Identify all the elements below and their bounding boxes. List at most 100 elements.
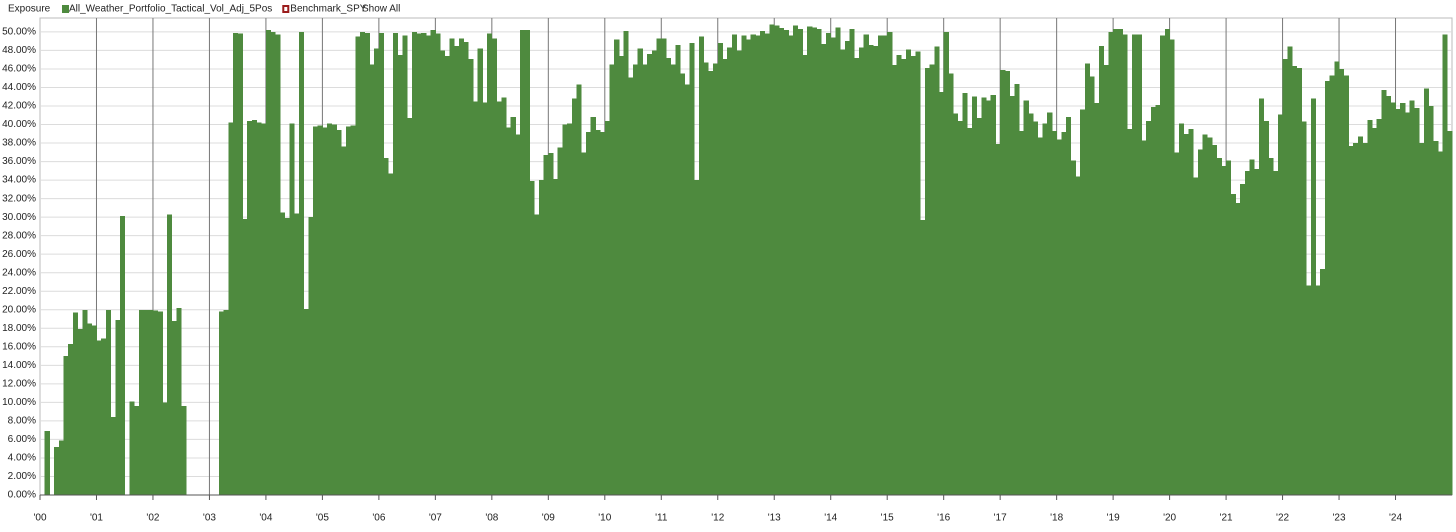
bar <box>962 93 968 495</box>
bar <box>915 51 921 495</box>
bar <box>1042 123 1048 495</box>
bar <box>1404 112 1411 495</box>
bar <box>110 417 116 495</box>
x-tick-label: '02 <box>146 513 159 524</box>
chart-header: Exposure <box>8 4 51 15</box>
bar <box>1296 68 1302 495</box>
bar <box>440 50 446 495</box>
bar <box>1188 129 1194 495</box>
bar <box>44 431 50 495</box>
bar <box>538 180 545 495</box>
y-tick-label: 2.00% <box>8 471 36 482</box>
bar <box>1273 170 1279 495</box>
bar <box>858 47 865 496</box>
bar <box>1282 58 1288 496</box>
bar <box>1108 31 1114 496</box>
bar <box>981 97 987 496</box>
bar <box>661 38 667 495</box>
bar <box>1207 137 1213 495</box>
bar <box>383 157 389 495</box>
bar <box>849 29 855 495</box>
bar <box>571 98 577 496</box>
x-tick-label: '17 <box>994 513 1007 524</box>
bar <box>331 124 337 496</box>
bar <box>929 64 935 496</box>
bar <box>1179 123 1185 495</box>
bar <box>703 62 709 495</box>
bar <box>58 440 64 495</box>
bar <box>148 309 154 495</box>
bar <box>708 70 714 495</box>
bar <box>1409 100 1415 495</box>
bar <box>1428 105 1434 495</box>
bar <box>265 30 272 496</box>
bar <box>72 312 79 495</box>
bar <box>1131 34 1138 495</box>
bar <box>463 42 469 496</box>
legend-swatch[interactable] <box>62 5 69 13</box>
bar <box>1339 68 1345 496</box>
bar <box>256 122 262 495</box>
bar <box>698 36 705 496</box>
bar <box>167 214 173 495</box>
x-tick-label: '04 <box>259 513 272 524</box>
bar <box>1051 130 1058 496</box>
bar <box>722 58 728 496</box>
bar <box>1390 102 1396 496</box>
bar <box>473 101 479 495</box>
bar <box>397 55 403 495</box>
legend-label[interactable]: Benchmark_SPY <box>290 4 366 15</box>
bar <box>1291 66 1298 495</box>
bar <box>1419 143 1425 496</box>
bar <box>115 319 121 495</box>
bar <box>835 27 841 495</box>
y-tick-label: 12.00% <box>2 378 36 389</box>
bar <box>670 64 676 496</box>
bar <box>1259 98 1265 496</box>
bar <box>350 125 356 496</box>
x-tick-label: '13 <box>768 513 781 524</box>
bar <box>449 38 455 495</box>
bar <box>1113 29 1119 495</box>
bar <box>232 32 239 495</box>
bar <box>162 402 168 495</box>
bar <box>1226 160 1232 495</box>
bar <box>1254 168 1260 495</box>
y-tick-label: 20.00% <box>2 304 36 315</box>
bar <box>727 47 733 496</box>
bar <box>614 39 620 495</box>
bar <box>143 309 149 495</box>
show-all[interactable]: Show All <box>362 4 400 15</box>
bar <box>1155 105 1161 495</box>
x-tick-label: '03 <box>203 513 216 524</box>
bar <box>1240 183 1246 495</box>
y-tick-label: 36.00% <box>2 156 36 167</box>
bar <box>1141 140 1147 495</box>
y-tick-label: 50.00% <box>2 27 36 38</box>
bar <box>270 31 276 496</box>
bar <box>802 55 808 495</box>
bar <box>774 25 780 496</box>
bar <box>374 48 380 495</box>
bar <box>378 32 384 495</box>
y-tick-label: 40.00% <box>2 119 36 130</box>
bar <box>468 58 474 496</box>
bar <box>957 120 963 496</box>
bar <box>96 340 102 495</box>
bar <box>1066 117 1072 495</box>
bar <box>242 218 248 495</box>
bar <box>811 27 817 495</box>
bar <box>1357 136 1363 495</box>
bar <box>529 181 535 495</box>
bar <box>181 406 187 495</box>
legend-label[interactable]: All_Weather_Portfolio_Tactical_Vol_Adj_5… <box>69 4 272 15</box>
bar <box>416 33 422 495</box>
bar <box>1061 131 1067 496</box>
bar <box>680 73 686 495</box>
bar <box>637 48 643 495</box>
y-tick-label: 42.00% <box>2 101 36 112</box>
bar <box>421 32 427 495</box>
bar <box>1193 177 1199 496</box>
x-tick-label: '16 <box>937 513 950 524</box>
bar <box>1310 98 1316 496</box>
